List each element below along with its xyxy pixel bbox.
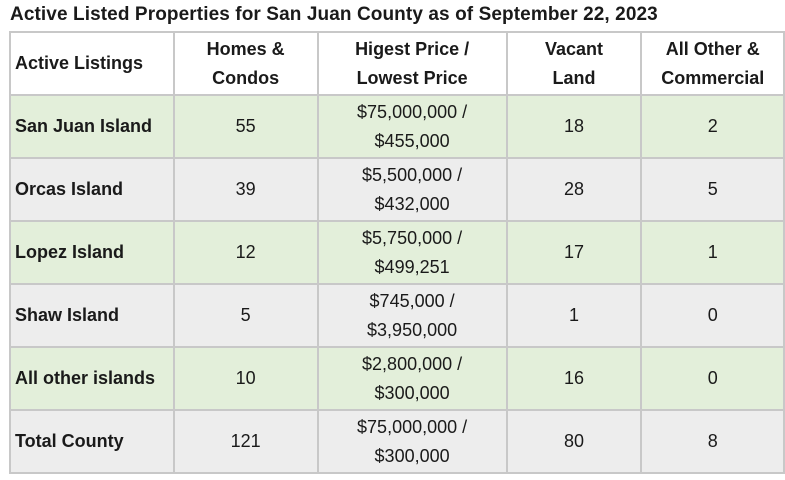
table-row: San Juan Island 55 $75,000,000 / $455,00… [9, 94, 785, 159]
row-label: All other islands [9, 346, 175, 411]
price-high: $75,000,000 / [357, 101, 468, 122]
table-title: Active Listed Properties for San Juan Co… [10, 4, 658, 25]
header-homes-condos: Homes & Condos [172, 31, 319, 96]
price-cell: $75,000,000 / $455,000 [316, 94, 508, 159]
header-other-line2: Commercial [661, 67, 765, 88]
header-vacant-land: Vacant Land [505, 31, 643, 96]
other-cell: 8 [640, 409, 785, 474]
table-row-total: Total County 121 $75,000,000 / $300,000 … [9, 409, 785, 474]
price-low: $300,000 [374, 445, 450, 466]
homes-cell: 12 [172, 220, 319, 285]
homes-cell: 55 [172, 94, 319, 159]
price-high: $745,000 / [369, 290, 455, 311]
homes-cell: 39 [172, 157, 319, 222]
price-cell: $75,000,000 / $300,000 [316, 409, 508, 474]
other-cell: 2 [640, 94, 785, 159]
price-high: $5,500,000 / [362, 164, 463, 185]
land-cell: 18 [505, 94, 643, 159]
other-cell: 1 [640, 220, 785, 285]
row-label: Total County [9, 409, 175, 474]
homes-cell: 121 [172, 409, 319, 474]
header-row: Active Listings Homes & Condos Higest Pr… [9, 31, 785, 96]
header-homes-line1: Homes & [206, 38, 285, 59]
price-low: $3,950,000 [367, 319, 458, 340]
land-cell: 17 [505, 220, 643, 285]
header-other-commercial: All Other & Commercial [640, 31, 785, 96]
price-low: $455,000 [374, 130, 450, 151]
table-row: Orcas Island 39 $5,500,000 / $432,000 28… [9, 157, 785, 222]
homes-cell: 10 [172, 346, 319, 411]
other-cell: 0 [640, 283, 785, 348]
homes-cell: 5 [172, 283, 319, 348]
price-cell: $5,750,000 / $499,251 [316, 220, 508, 285]
header-active-listings: Active Listings [9, 31, 175, 96]
land-cell: 16 [505, 346, 643, 411]
header-price: Higest Price / Lowest Price [316, 31, 508, 96]
land-cell: 28 [505, 157, 643, 222]
price-cell: $745,000 / $3,950,000 [316, 283, 508, 348]
price-low: $499,251 [374, 256, 450, 277]
land-cell: 80 [505, 409, 643, 474]
row-label: Orcas Island [9, 157, 175, 222]
header-land-line1: Vacant [544, 38, 604, 59]
header-price-line1: Higest Price / [355, 38, 470, 59]
table-row: Lopez Island 12 $5,750,000 / $499,251 17… [9, 220, 785, 285]
row-label: Lopez Island [9, 220, 175, 285]
table-row: All other islands 10 $2,800,000 / $300,0… [9, 346, 785, 411]
price-high: $2,800,000 / [362, 353, 463, 374]
header-price-line2: Lowest Price [356, 67, 468, 88]
listings-table: Active Listings Homes & Condos Higest Pr… [9, 31, 785, 474]
table-row: Shaw Island 5 $745,000 / $3,950,000 1 0 [9, 283, 785, 348]
other-cell: 5 [640, 157, 785, 222]
header-homes-line2: Condos [212, 67, 280, 88]
price-cell: $5,500,000 / $432,000 [316, 157, 508, 222]
row-label: Shaw Island [9, 283, 175, 348]
price-high: $75,000,000 / [357, 416, 468, 437]
land-cell: 1 [505, 283, 643, 348]
header-other-line1: All Other & [665, 38, 760, 59]
price-low: $300,000 [374, 382, 450, 403]
other-cell: 0 [640, 346, 785, 411]
header-land-line2: Land [552, 67, 596, 88]
row-label: San Juan Island [9, 94, 175, 159]
price-low: $432,000 [374, 193, 450, 214]
price-cell: $2,800,000 / $300,000 [316, 346, 508, 411]
price-high: $5,750,000 / [362, 227, 463, 248]
